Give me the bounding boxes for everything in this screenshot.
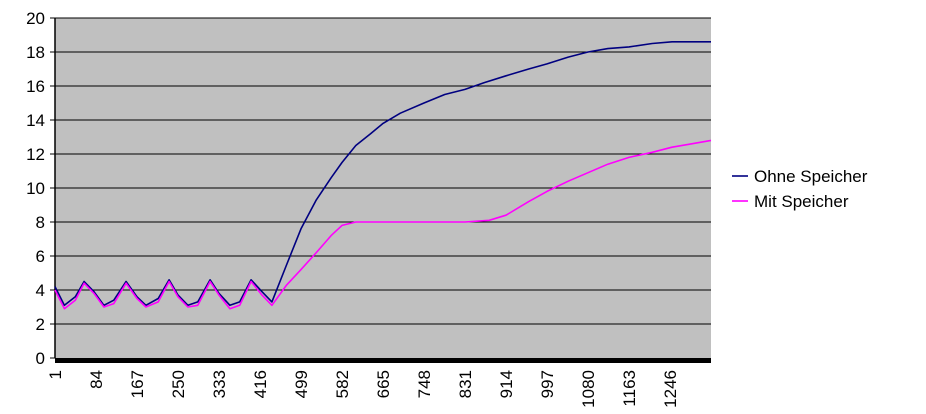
y-tick-label: 20 [26,9,45,28]
y-axis: 0 2 4 6 8 10 12 14 16 18 20 [26,9,56,368]
x-tick-label: 416 [251,370,270,398]
x-tick-label: 1080 [579,370,598,408]
x-tick-label: 831 [456,370,475,398]
x-axis-line [55,358,711,363]
y-tick-label: 18 [26,43,45,62]
legend-label: Ohne Speicher [754,167,868,186]
x-tick-label: 665 [374,370,393,398]
legend-label: Mit Speicher [754,192,849,211]
x-tick-label: 582 [333,370,352,398]
series-line-mit-speicher [54,139,712,310]
gridlines [55,17,711,325]
x-tick-label: 748 [415,370,434,398]
x-tick-label: 914 [497,370,516,398]
x-tick-label: 997 [538,370,557,398]
x-tick-label: 499 [292,370,311,398]
x-tick-label: 84 [87,370,106,389]
x-tick-label: 333 [210,370,229,398]
y-tick-label: 16 [26,77,45,96]
y-tick-label: 0 [36,349,45,368]
series-lines [54,40,712,310]
y-tick-label: 10 [26,179,45,198]
y-tick-label: 14 [26,111,45,130]
series-line-ohne-speicher [54,40,711,307]
y-tick-label: 4 [36,281,45,300]
y-tick-label: 6 [36,247,45,266]
y-tick-label: 12 [26,145,45,164]
y-tick-label: 2 [36,315,45,334]
x-tick-label: 1 [46,370,65,379]
x-tick-label: 1163 [620,370,639,407]
x-axis: 1 84 167 250 333 416 499 582 665 748 831 914 997 1080… [46,358,711,408]
legend: Ohne Speicher Mit Speicher [724,160,924,212]
legend-box [724,160,924,212]
y-tick-label: 8 [36,213,45,232]
x-tick-label: 1246 [661,370,680,408]
x-tick-label: 250 [169,370,188,398]
x-tick-label: 167 [128,370,147,398]
